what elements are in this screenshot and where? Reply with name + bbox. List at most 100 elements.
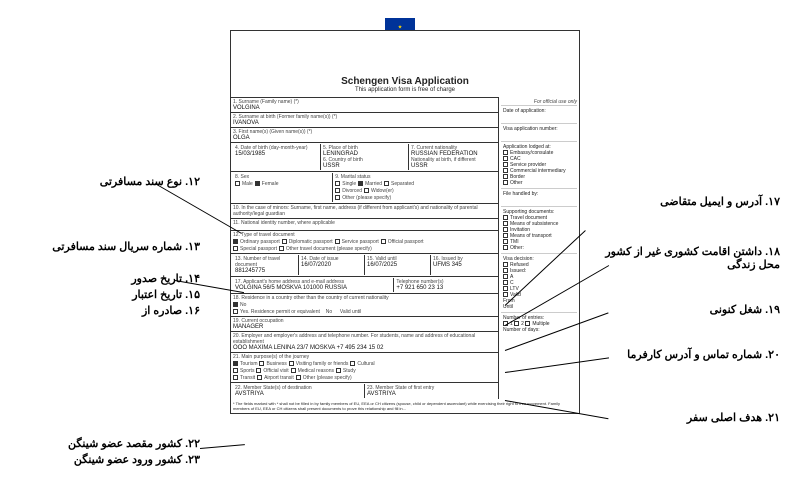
cb-visiting[interactable]	[289, 361, 294, 366]
f7b-value: USSR	[411, 163, 494, 169]
annotation-14: ۱۴. تاریخ صدور	[20, 272, 200, 285]
res-valid-label: Valid until	[340, 309, 361, 315]
cb-study[interactable]	[336, 368, 341, 373]
single-label: Single	[342, 181, 356, 187]
f11-label: 11. National identity number, where appl…	[233, 220, 496, 226]
f18-label: 18. Residence in a country other than th…	[233, 295, 496, 301]
cb-married[interactable]	[358, 181, 363, 186]
cb-issued[interactable]	[503, 268, 508, 273]
cb-c[interactable]	[503, 280, 508, 285]
f13-value: 881245775	[235, 268, 296, 274]
cb-airport[interactable]	[257, 375, 262, 380]
special-label: Special passport	[240, 246, 277, 252]
cb-widow[interactable]	[364, 188, 369, 193]
cb-em[interactable]	[525, 321, 530, 326]
cb-tourism[interactable]	[233, 361, 238, 366]
annotation-22: ۲۲. کشور مقصد عضو شینگن	[20, 437, 200, 450]
cb-sports[interactable]	[233, 368, 238, 373]
field-16: 16. Issued byUFMS 345	[431, 255, 496, 275]
f20-value: OOO MAXIMA LENINA 23/7 MOSKVA +7 495 234…	[233, 345, 496, 351]
cb-other-ms[interactable]	[335, 195, 340, 200]
cb-border[interactable]	[503, 174, 508, 179]
field-13-16: 13. Number of travel document881245775 1…	[231, 253, 498, 276]
cb-medical[interactable]	[291, 368, 296, 373]
field-2: 2. Surname at birth (Former family name(…	[231, 112, 498, 127]
cb-cultural[interactable]	[350, 361, 355, 366]
f4-value: 15/03/1985	[235, 151, 318, 157]
cb-other-td[interactable]	[279, 246, 284, 251]
cb-ci[interactable]	[503, 168, 508, 173]
cb-ordinary[interactable]	[233, 239, 238, 244]
field-4-7: 4. Date of birth (day-month-year)15/03/1…	[231, 142, 498, 171]
res-no2-label: No	[326, 309, 332, 315]
divorced-label: Divorced	[342, 188, 362, 194]
f8-label: 8. Sex	[235, 174, 330, 180]
cb-cac[interactable]	[503, 156, 508, 161]
cb-sp[interactable]	[503, 162, 508, 167]
cb-refused[interactable]	[503, 262, 508, 267]
cb-separated[interactable]	[384, 181, 389, 186]
field-9: 9. Marital status Single Married Separat…	[333, 173, 496, 202]
other-s-label: Other:	[510, 245, 524, 251]
annotation-23: ۲۳. کشور ورود عضو شینگن	[20, 453, 200, 466]
other-l-label: Other	[510, 180, 523, 186]
field-12: 12. Type of travel document Ordinary pas…	[231, 230, 498, 253]
cb-res-yes[interactable]	[233, 309, 238, 314]
cb-travel-doc[interactable]	[503, 215, 508, 220]
side-date: Date of application:	[501, 105, 577, 123]
cb-valid[interactable]	[503, 292, 508, 297]
line-22-23	[200, 444, 245, 449]
cb-ltv[interactable]	[503, 286, 508, 291]
f17-tel-value: +7 921 650 23 13	[396, 285, 494, 291]
cb-single[interactable]	[335, 181, 340, 186]
cb-official[interactable]	[381, 239, 386, 244]
field-14: 14. Date of issue16/07/2020	[299, 255, 365, 275]
cb-other-s[interactable]	[503, 245, 508, 250]
cb-e2[interactable]	[514, 321, 519, 326]
married-label: Married	[365, 181, 382, 187]
res-yes-label: Yes. Residence permit or equivalent	[240, 309, 320, 315]
cb-officialv[interactable]	[256, 368, 261, 373]
other-p-label: Other (please specify)	[303, 375, 352, 381]
cb-embassy[interactable]	[503, 150, 508, 155]
cultural-label: Cultural	[357, 361, 374, 367]
cb-tmi[interactable]	[503, 239, 508, 244]
f16-value: UFMS 345	[433, 262, 494, 268]
annotation-15: ۱۵. تاریخ اعتبار	[20, 288, 200, 301]
f10-label: 10. In the case of minors: Surname, firs…	[233, 205, 496, 217]
cb-invitation[interactable]	[503, 227, 508, 232]
officialv-label: Official visit	[263, 368, 288, 374]
field-17: 17. Applicant's home address and e-mail …	[231, 276, 498, 293]
cb-res-no[interactable]	[233, 302, 238, 307]
field-4: 4. Date of birth (day-month-year)15/03/1…	[233, 144, 321, 170]
f14-value: 16/07/2020	[301, 262, 362, 268]
field-8-9: 8. SexMale Female 9. Marital status Sing…	[231, 171, 498, 203]
side-decision: Visa decision: Refused Issued: A C LTV V…	[501, 253, 577, 312]
other-td-label: Other travel document (please specify)	[286, 246, 372, 252]
medical-label: Medical reasons	[298, 368, 334, 374]
annotation-16: ۱۶. صادره از	[20, 304, 200, 317]
checkbox-female[interactable]	[255, 181, 260, 186]
service-label: Service passport	[342, 239, 379, 245]
cb-diplomatic[interactable]	[282, 239, 287, 244]
official-label: Official passport	[388, 239, 424, 245]
cb-divorced[interactable]	[335, 188, 340, 193]
checkbox-male[interactable]	[235, 181, 240, 186]
airport-label: Airport transit	[264, 375, 294, 381]
annotation-19: ۱۹. شغل کنونی	[590, 303, 780, 316]
main-column: 1. Surname (Family name) (*)VOLGINA 2. S…	[231, 97, 499, 399]
cb-business[interactable]	[259, 361, 264, 366]
cb-service[interactable]	[335, 239, 340, 244]
cb-a[interactable]	[503, 274, 508, 279]
cb-other-l[interactable]	[503, 180, 508, 185]
cb-other-p[interactable]	[296, 375, 301, 380]
field-8: 8. SexMale Female	[233, 173, 333, 202]
cb-transit[interactable]	[233, 375, 238, 380]
f21-label: 21. Main purpose(s) of the journey	[233, 354, 496, 360]
male-label: Male	[242, 181, 253, 187]
cb-special[interactable]	[233, 246, 238, 251]
annotation-17: ۱۷. آدرس و ایمیل متقاضی	[590, 195, 780, 208]
tourism-label: Tourism	[240, 361, 258, 367]
cb-means-sub[interactable]	[503, 221, 508, 226]
cb-transport[interactable]	[503, 233, 508, 238]
